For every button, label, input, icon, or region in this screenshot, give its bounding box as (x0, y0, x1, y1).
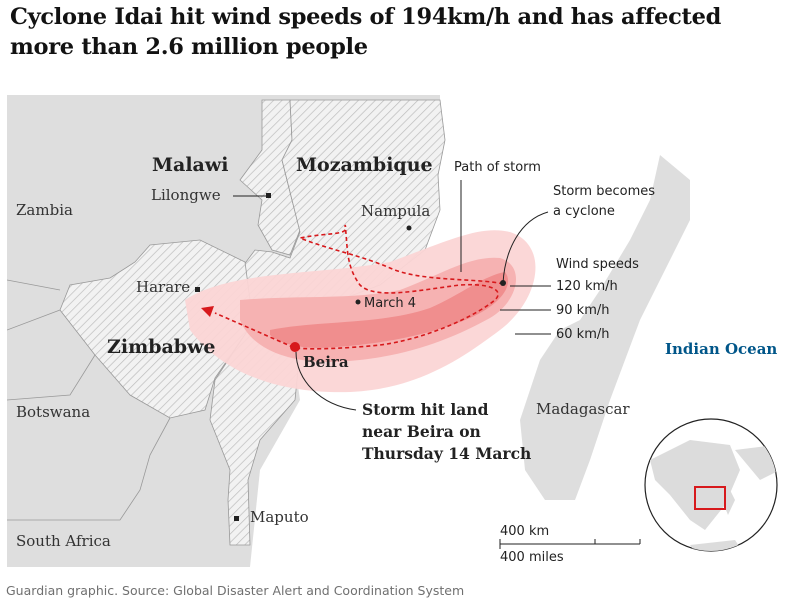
marker-march4 (355, 299, 361, 305)
label-landfall-line1: Storm hit land (362, 400, 489, 419)
label-maputo: Maputo (250, 508, 309, 526)
label-nampula: Nampula (361, 202, 430, 220)
marker-harare (195, 287, 200, 292)
label-path-of-storm: Path of storm (454, 160, 541, 175)
label-lilongwe: Lilongwe (151, 186, 221, 204)
label-wind-60: 60 km/h (556, 327, 610, 342)
scale-miles-label: 400 miles (500, 550, 564, 565)
label-zambia: Zambia (16, 201, 73, 219)
label-landfall-line2: near Beira on (362, 422, 481, 441)
leader-cyclone (502, 211, 549, 284)
label-south-africa: South Africa (16, 532, 111, 550)
leader-landfall (295, 351, 357, 411)
storm-path-line (214, 224, 504, 350)
source-credit: Guardian graphic. Source: Global Disaste… (6, 583, 465, 598)
label-landfall-line3: Thursday 14 March (362, 444, 531, 463)
label-indian-ocean: Indian Ocean (665, 340, 777, 358)
marker-maputo (234, 516, 239, 521)
globe-inset (644, 418, 778, 552)
headline: Cyclone Idai hit wind speeds of 194km/h … (10, 4, 722, 60)
label-march4: March 4 (364, 296, 416, 311)
marker-lilongwe (266, 193, 271, 198)
label-cyclone-line2: a cyclone (553, 204, 615, 219)
label-zimbabwe: Zimbabwe (107, 336, 216, 358)
label-madagascar: Madagascar (536, 400, 630, 418)
globe-focus-box (694, 486, 726, 510)
label-cyclone-line1: Storm becomes (553, 184, 655, 199)
madagascar-shape (520, 155, 690, 500)
scale-bar: 400 km 400 miles (499, 524, 641, 565)
label-mozambique: Mozambique (296, 154, 433, 176)
label-botswana: Botswana (16, 403, 90, 421)
storm-landfall-point (290, 342, 300, 352)
marker-nampula (406, 225, 412, 231)
label-wind-90: 90 km/h (556, 303, 610, 318)
label-malawi: Malawi (152, 154, 228, 176)
label-wind-120: 120 km/h (556, 279, 618, 294)
label-wind-speeds-title: Wind speeds (556, 257, 639, 272)
mozambique-shape (209, 99, 446, 546)
country-borders (7, 279, 171, 521)
wind-zone-120 (270, 272, 509, 348)
storm-arrowhead (201, 306, 214, 317)
label-harare: Harare (136, 278, 190, 296)
label-beira: Beira (303, 353, 349, 371)
scale-km-label: 400 km (500, 524, 549, 539)
